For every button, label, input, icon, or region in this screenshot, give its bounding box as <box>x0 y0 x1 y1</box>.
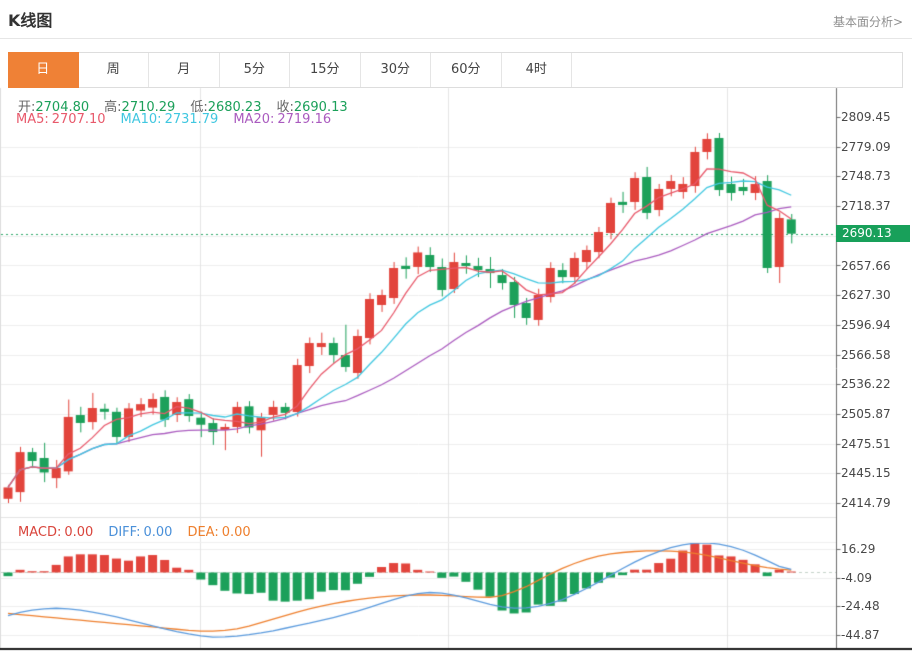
current-price-badge: 2690.13 <box>836 225 910 242</box>
tab-4hour[interactable]: 4时 <box>502 53 572 87</box>
ohlc-item: 高:2710.29 <box>104 100 175 115</box>
macd-label: DEA: <box>187 525 219 540</box>
macd-legend-item: DEA: 0.00 <box>187 525 250 540</box>
macd-axis-label: -24.48 <box>841 599 880 614</box>
ma-value: 2719.16 <box>277 112 332 127</box>
price-axis-label: 2596.94 <box>841 317 891 332</box>
price-axis-label: 2414.79 <box>841 496 891 510</box>
ma-legend-item: MA10: 2731.79 <box>121 112 219 127</box>
price-axis-label: 2748.73 <box>841 169 891 184</box>
ohlc-label: 高: <box>104 100 122 115</box>
tab-30min[interactable]: 30分 <box>361 53 431 87</box>
ohlc-item: 低:2680.23 <box>190 100 261 115</box>
title-divider <box>0 38 912 39</box>
ma-legend-item: MA5: 2707.10 <box>16 112 106 127</box>
price-axis-label: 2627.30 <box>841 288 891 303</box>
price-axis-label: 2657.66 <box>841 258 891 273</box>
ohlc-value: 2710.29 <box>121 100 176 115</box>
fundamental-analysis-link[interactable]: 基本面分析> <box>832 15 903 29</box>
interval-tabbar: 日周月 5分 15分 30分 60分 4时 <box>8 52 903 88</box>
macd-axis-label: 16.29 <box>841 542 876 556</box>
tab-week[interactable]: 周 <box>79 53 149 87</box>
price-axis-label: 2779.09 <box>841 139 891 154</box>
price-axis-label: 2809.45 <box>841 110 891 124</box>
price-axis-label: 2505.87 <box>841 406 891 421</box>
ohlc-value: 2690.13 <box>293 100 348 115</box>
price-axis-label: 2718.37 <box>841 199 891 214</box>
ma-value: 2731.79 <box>164 112 219 127</box>
macd-legend-item: MACD: 0.00 <box>18 525 93 540</box>
ma-label: MA20: <box>233 112 275 127</box>
price-axis-label: 2445.15 <box>841 466 891 481</box>
price-axis-label: 2536.22 <box>841 377 891 392</box>
ma-legend: MA5: 2707.10 MA10: 2731.79 MA20: 2719.16 <box>16 112 346 127</box>
macd-label: DIFF: <box>108 525 141 540</box>
tab-day[interactable]: 日 <box>8 52 79 88</box>
macd-value: 0.00 <box>221 525 251 540</box>
tab-60min[interactable]: 60分 <box>431 53 502 87</box>
tab-15min[interactable]: 15分 <box>290 53 361 87</box>
ma-label: MA10: <box>120 112 162 127</box>
ohlc-label: 开: <box>18 100 36 115</box>
macd-axis-label: -44.87 <box>841 628 880 643</box>
ohlc-label: 收: <box>276 100 294 115</box>
macd-axis-label: -4.09 <box>841 570 873 585</box>
macd-value: 0.00 <box>64 525 94 540</box>
price-axis-label: 2566.58 <box>841 347 891 362</box>
ohlc-value: 2680.23 <box>207 100 262 115</box>
ohlc-label: 低: <box>190 100 208 115</box>
ohlc-item: 收:2690.13 <box>276 100 347 115</box>
macd-legend-item: DIFF: 0.00 <box>108 525 172 540</box>
page-title: K线图 <box>8 11 53 30</box>
tab-5min[interactable]: 5分 <box>220 53 290 87</box>
macd-legend: MACD: 0.00 DIFF: 0.00 DEA: 0.00 <box>18 525 266 540</box>
ohlc-item: 开:2704.80 <box>18 100 89 115</box>
macd-value: 0.00 <box>143 525 173 540</box>
macd-label: MACD: <box>18 525 62 540</box>
ohlc-value: 2704.80 <box>35 100 90 115</box>
tab-month[interactable]: 月 <box>149 53 220 87</box>
price-axis-label: 2475.51 <box>841 436 891 451</box>
ma-label: MA5: <box>16 112 49 127</box>
ma-legend-item: MA20: 2719.16 <box>233 112 331 127</box>
ma-value: 2707.10 <box>51 112 106 127</box>
ohlc-legend: 开:2704.80 高:2710.29 低:2680.23 收:2690.13 <box>18 96 363 115</box>
